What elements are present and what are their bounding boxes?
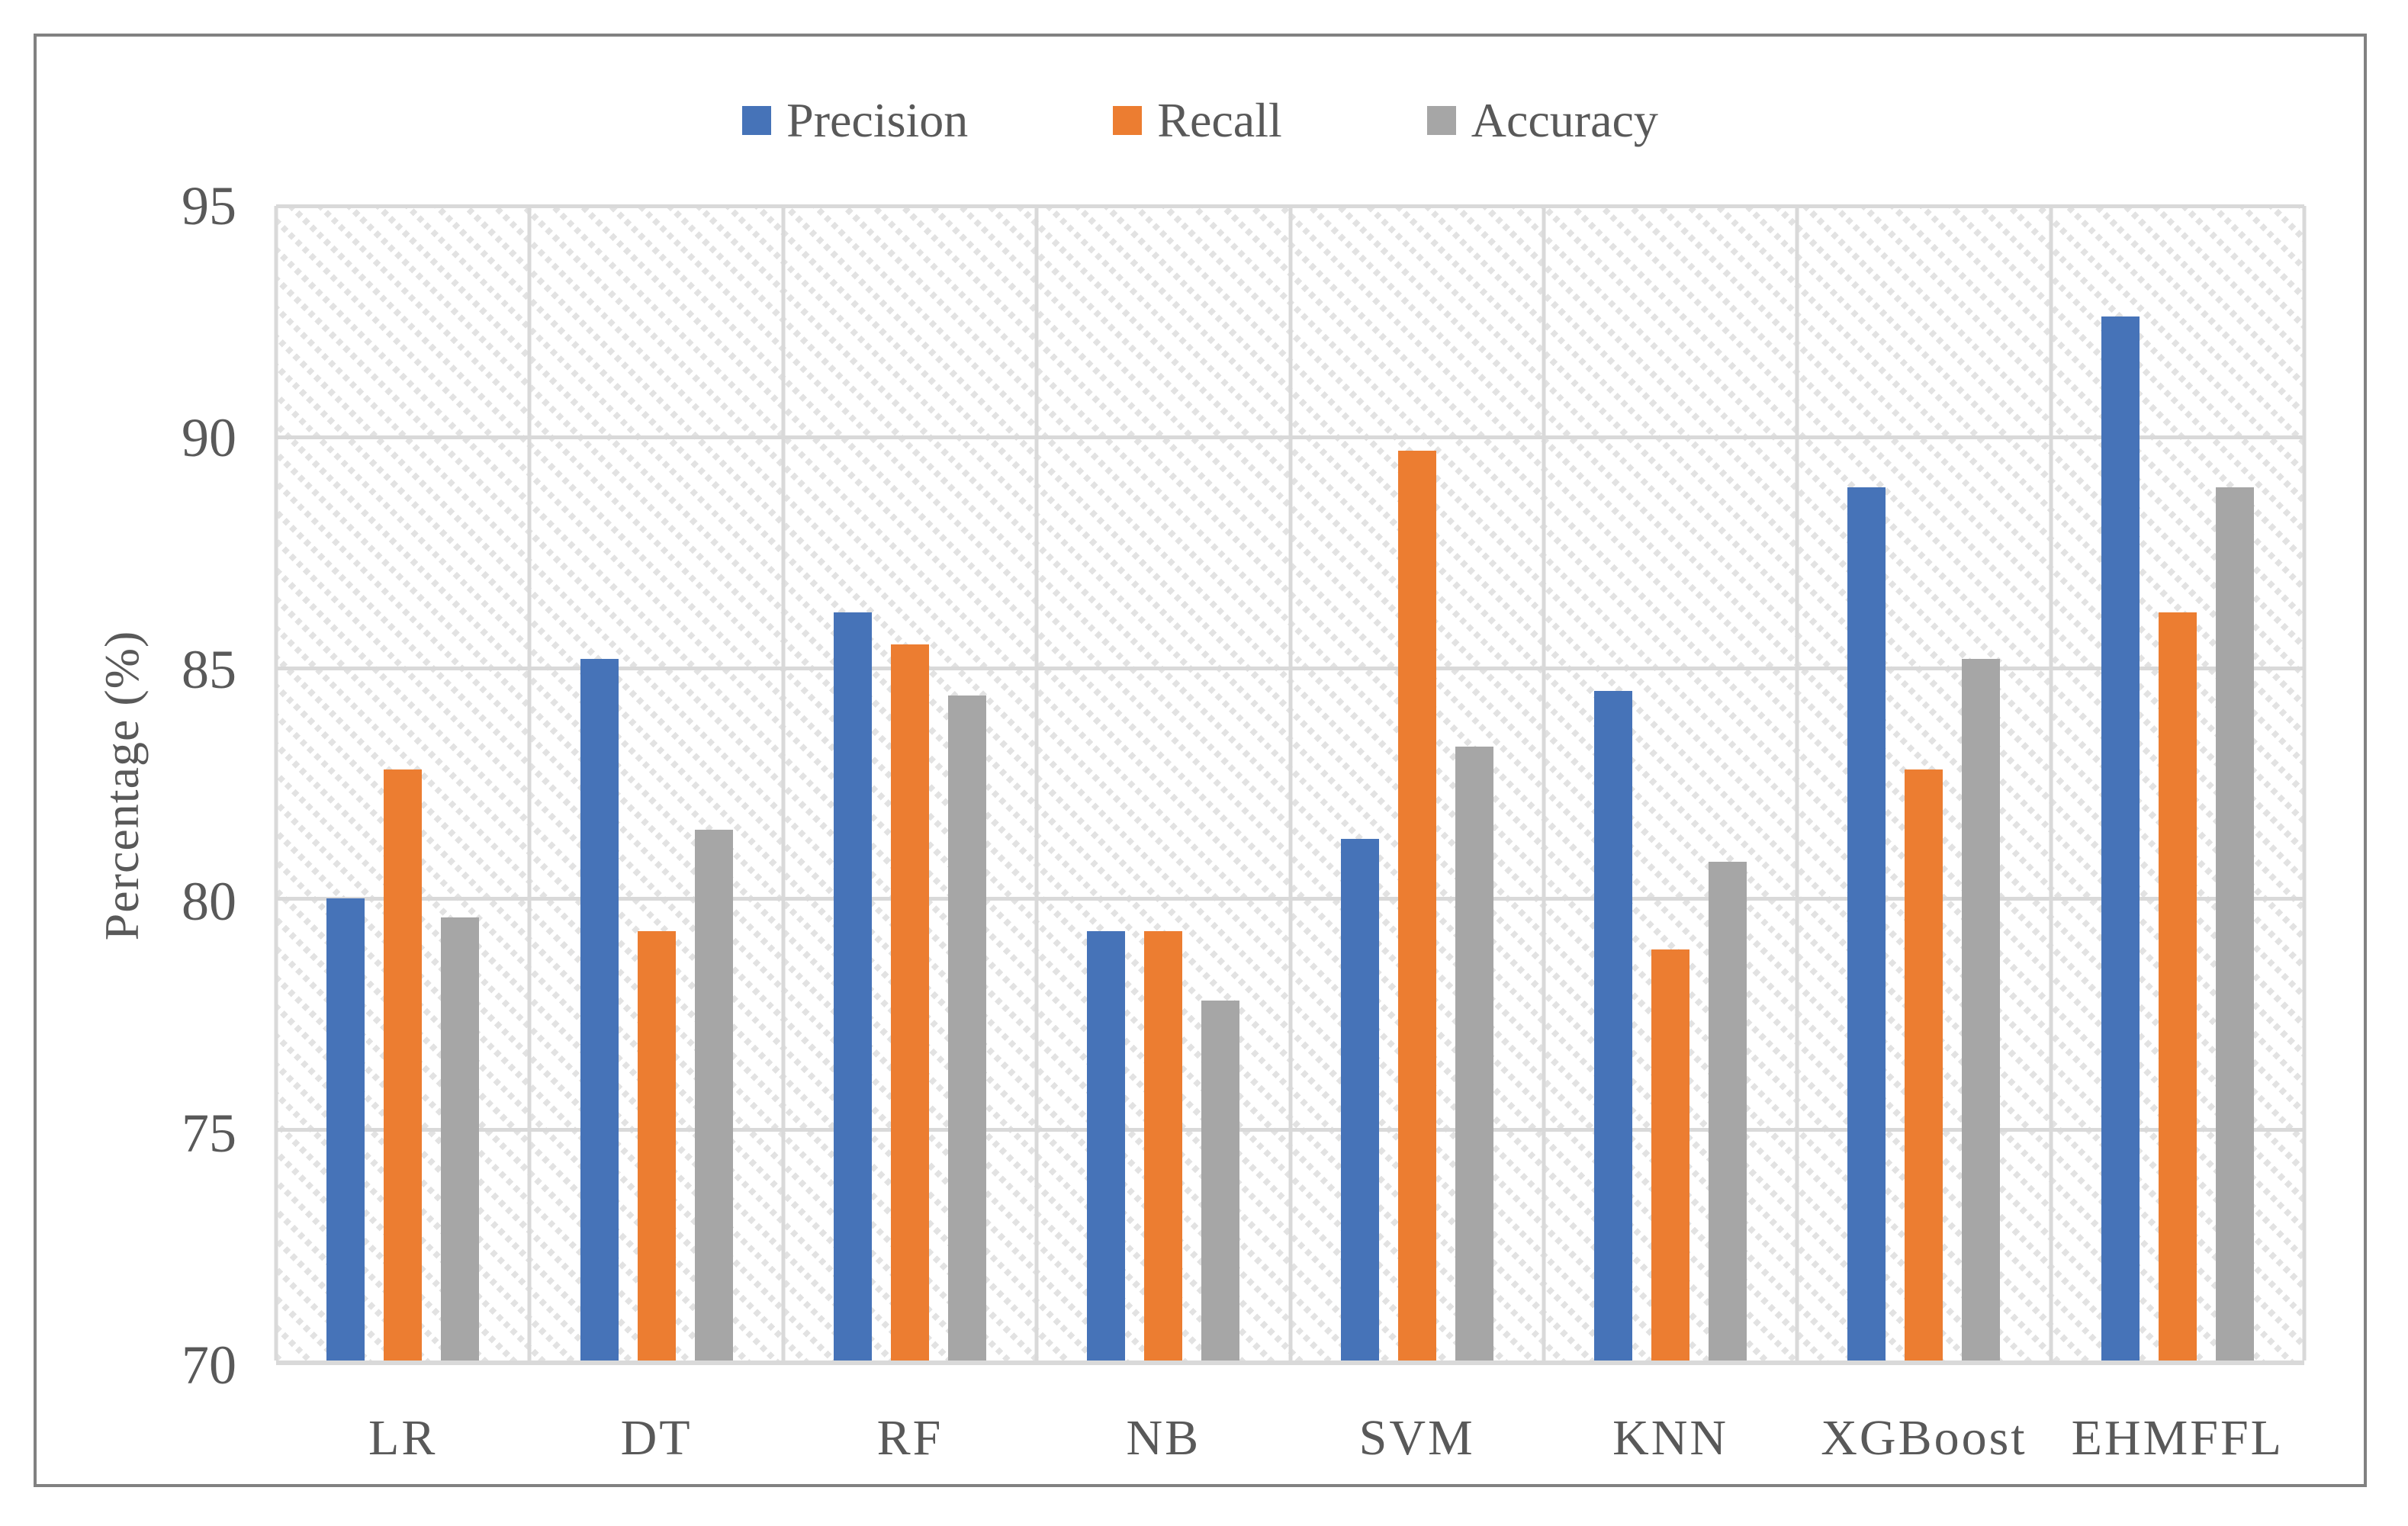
bar-knn-precision: [1594, 690, 1633, 1361]
bar-group-knn: [1544, 206, 1797, 1361]
vertical-gridline: [1288, 206, 1292, 1361]
bar-group-rf: [783, 206, 1037, 1361]
bar-dt-precision: [580, 658, 619, 1361]
plot-area: [274, 204, 2307, 1365]
x-axis-label-svm: SVM: [1358, 1410, 1475, 1466]
bar-lr-recall: [384, 769, 423, 1361]
figure-frame: Precision Recall Accuracy Percentage (%)…: [34, 34, 2367, 1487]
bar-nb-accuracy: [1201, 1000, 1240, 1361]
x-axis-label-knn: KNN: [1612, 1410, 1729, 1466]
x-axis-label-lr: LR: [368, 1410, 438, 1466]
y-tick-label: 75: [182, 1103, 236, 1164]
legend-swatch-accuracy: [1426, 106, 1456, 135]
vertical-gridline: [2302, 206, 2307, 1361]
legend-label-precision: Precision: [786, 93, 969, 147]
y-tick-label: 85: [182, 639, 236, 700]
legend-swatch-recall: [1113, 106, 1143, 135]
bar-dt-accuracy: [694, 829, 733, 1361]
bar-group-xgboost: [1797, 206, 2050, 1361]
bar-nb-precision: [1087, 930, 1126, 1361]
vertical-gridline: [781, 206, 786, 1361]
vertical-gridline: [2049, 206, 2053, 1361]
vertical-gridline: [527, 206, 532, 1361]
x-axis-label-nb: NB: [1126, 1410, 1201, 1466]
legend-item-precision: Precision: [742, 96, 968, 145]
legend-swatch-precision: [742, 106, 772, 135]
bar-svm-precision: [1340, 838, 1379, 1361]
y-tick-label: 80: [182, 871, 236, 932]
bar-ehmffl-recall: [2158, 612, 2197, 1361]
x-axis-label-xgboost: XGBoost: [1821, 1410, 2027, 1466]
legend-item-accuracy: Accuracy: [1426, 93, 1658, 147]
vertical-gridline: [1542, 206, 1546, 1361]
bar-rf-precision: [833, 612, 872, 1361]
bar-knn-accuracy: [1709, 861, 1747, 1361]
legend-label-recall: Recall: [1157, 93, 1282, 147]
y-tick-label: 90: [182, 407, 236, 468]
legend-item-recall: Recall: [1113, 93, 1282, 147]
bar-knn-recall: [1651, 949, 1690, 1361]
bar-ehmffl-precision: [2101, 316, 2140, 1361]
bar-xgboost-recall: [1905, 769, 1943, 1361]
vertical-gridline: [274, 206, 278, 1361]
bar-svm-accuracy: [1455, 746, 1493, 1361]
bar-rf-recall: [890, 644, 929, 1361]
vertical-gridline: [1795, 206, 1799, 1361]
bar-group-ehmffl: [2051, 206, 2304, 1361]
legend-label-accuracy: Accuracy: [1471, 93, 1658, 147]
x-axis-label-ehmffl: EHMFFL: [2071, 1410, 2284, 1466]
y-tick-label: 95: [182, 175, 236, 236]
bar-nb-recall: [1144, 930, 1183, 1361]
y-tick-label: 70: [182, 1335, 236, 1396]
bar-group-svm: [1291, 206, 1544, 1361]
bar-group-nb: [1037, 206, 1290, 1361]
x-axis-label-dt: DT: [620, 1410, 693, 1466]
bar-rf-accuracy: [947, 695, 986, 1361]
x-axis-labels: LR DT RF NB SVM KNN XGBoost EHMFFL: [276, 1400, 2304, 1476]
vertical-gridline: [1034, 206, 1039, 1361]
bar-ehmffl-accuracy: [2215, 487, 2254, 1361]
bar-lr-precision: [326, 898, 365, 1361]
chart-legend: Precision Recall Accuracy: [37, 96, 2364, 145]
bar-dt-recall: [637, 930, 676, 1361]
bar-group-lr: [276, 206, 529, 1361]
bar-xgboost-precision: [1847, 487, 1886, 1361]
bar-lr-accuracy: [441, 917, 480, 1361]
bar-group-dt: [529, 206, 783, 1361]
bar-svm-recall: [1397, 450, 1436, 1361]
bar-xgboost-accuracy: [1962, 658, 2001, 1361]
x-axis-label-rf: RF: [876, 1410, 944, 1466]
